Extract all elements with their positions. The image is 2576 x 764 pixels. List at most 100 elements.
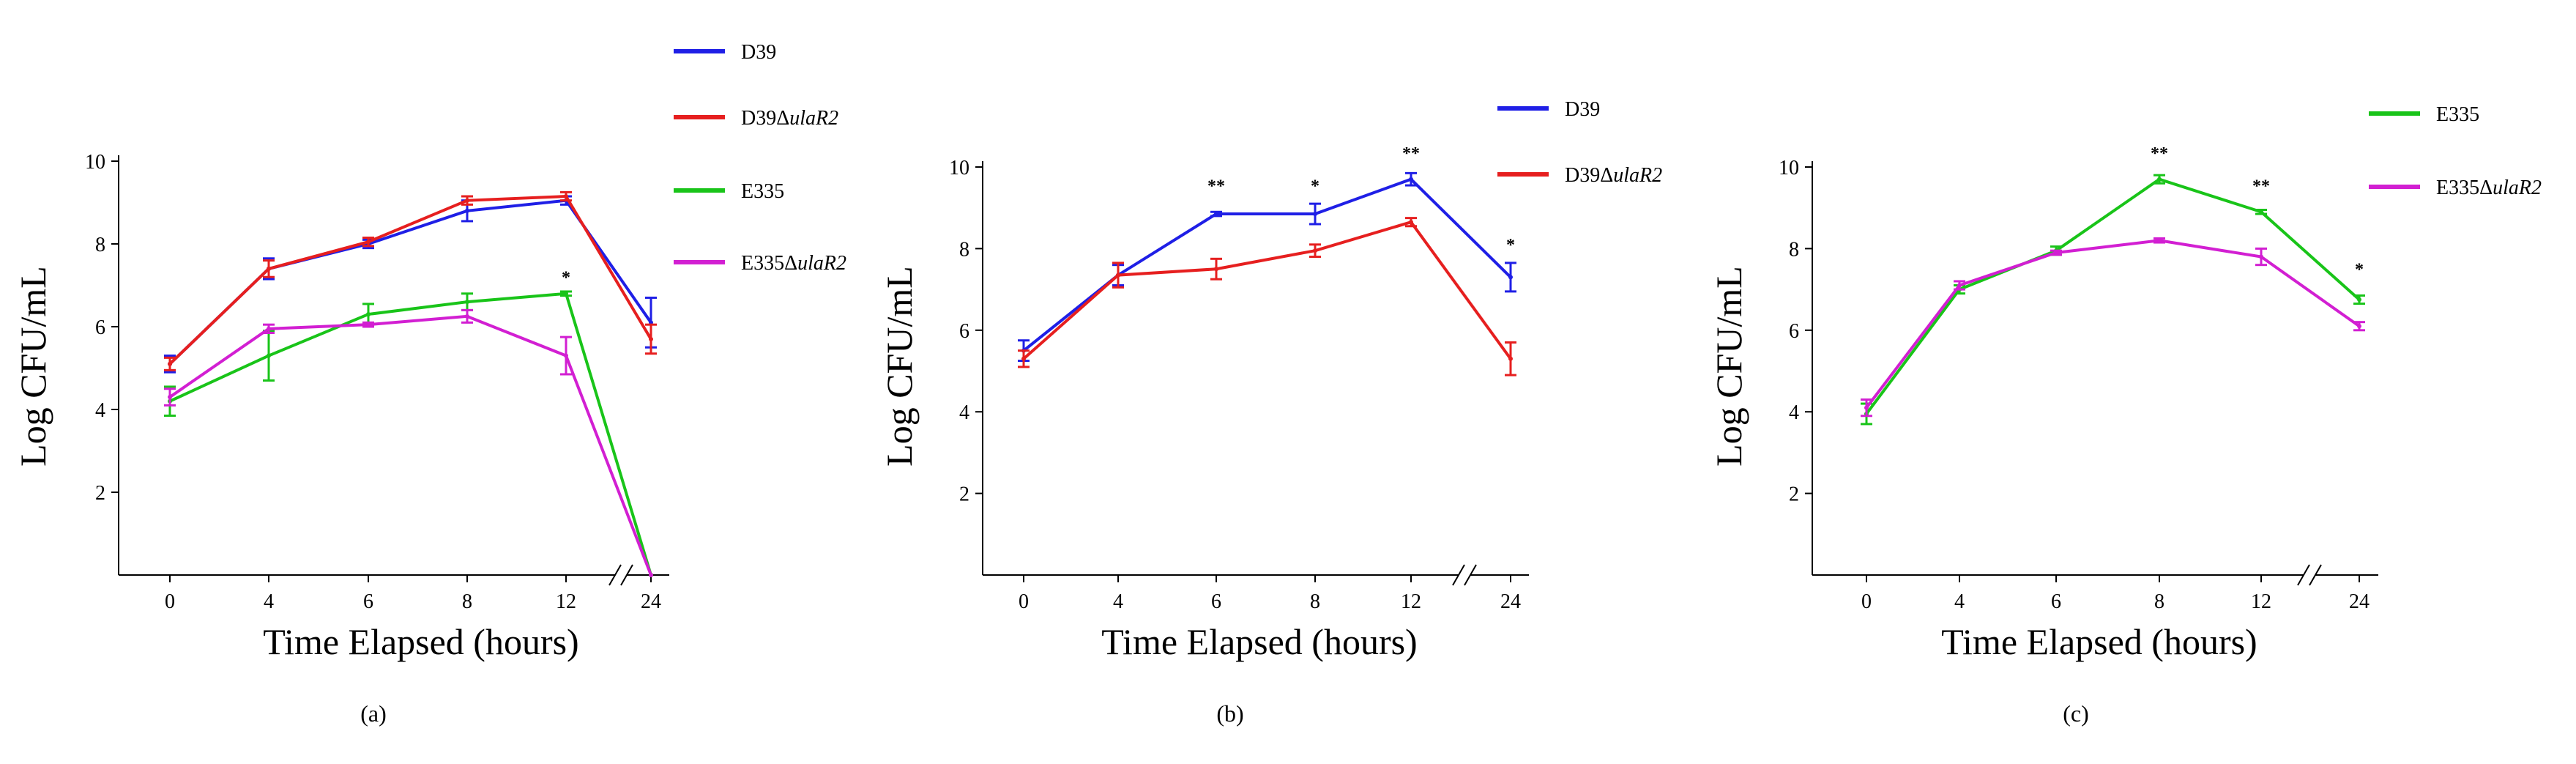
y-tick-label: 6 <box>1789 320 1799 343</box>
y-tick-label: 2 <box>95 482 105 505</box>
x-tick-label: 24 <box>2349 590 2370 613</box>
legend-entry: D39ΔulaR2 <box>1565 164 1662 187</box>
y-axis-label: Log CFU/mL <box>12 266 53 467</box>
data-point <box>2357 297 2361 303</box>
data-point <box>2157 177 2162 182</box>
y-tick-label: 4 <box>959 401 969 424</box>
significance-marker: * <box>562 269 570 288</box>
x-tick-label: 4 <box>1113 590 1123 613</box>
data-point <box>366 312 371 317</box>
significance-marker: * <box>1506 236 1515 255</box>
significance-marker: ** <box>1207 177 1225 196</box>
data-point <box>2357 324 2361 329</box>
x-tick-label: 6 <box>2051 590 2061 613</box>
data-point <box>2157 238 2162 243</box>
legend-entry: E335 <box>741 180 784 203</box>
x-tick-label: 0 <box>165 590 175 613</box>
significance-marker: * <box>2355 261 2364 280</box>
axis-break-mark <box>2309 564 2322 586</box>
data-point <box>366 322 371 327</box>
x-axis-label: Time Elapsed (hours) <box>1101 621 1417 662</box>
significance-marker: ** <box>1402 144 1420 163</box>
data-point <box>1409 177 1413 182</box>
data-point <box>2259 254 2263 259</box>
panel-label: (a) <box>360 700 387 727</box>
x-tick-label: 8 <box>2154 590 2164 613</box>
data-point <box>2054 250 2058 255</box>
data-point <box>1313 248 1317 253</box>
x-tick-label: 12 <box>1401 590 1421 613</box>
data-point <box>366 240 371 245</box>
y-tick-label: 4 <box>1789 401 1799 424</box>
data-point <box>649 573 653 577</box>
data-point <box>1214 267 1218 272</box>
axis-break-mark <box>2297 564 2310 586</box>
x-tick-label: 6 <box>363 590 373 613</box>
y-axis-label: Log CFU/mL <box>1708 266 1749 467</box>
series-d39-delta-ular2 <box>164 190 657 371</box>
y-tick-label: 8 <box>95 234 105 256</box>
x-tick-label: 6 <box>1211 590 1221 613</box>
x-tick-label: 12 <box>556 590 576 613</box>
data-point <box>168 361 172 366</box>
y-axis-label: Log CFU/mL <box>879 266 920 467</box>
series-line <box>1022 177 1512 352</box>
x-tick-label: 24 <box>641 590 661 613</box>
x-tick-label: 4 <box>1954 590 1965 613</box>
series-line <box>1022 220 1512 360</box>
data-point <box>1508 275 1513 280</box>
y-tick-label: 10 <box>85 151 105 174</box>
y-tick-label: 8 <box>959 238 969 261</box>
legend-entry: E335 <box>2436 103 2479 126</box>
legend-entry: E335ΔulaR2 <box>2436 177 2542 199</box>
panel-label: (c) <box>2063 700 2089 727</box>
significance-marker: * <box>1311 177 1319 196</box>
data-point <box>1508 356 1513 361</box>
legend-entry: E335ΔulaR2 <box>741 252 846 275</box>
x-axis-label: Time Elapsed (hours) <box>263 621 578 662</box>
data-point <box>1214 212 1218 217</box>
data-point <box>649 336 653 341</box>
data-point <box>564 291 568 296</box>
series-line <box>168 314 652 576</box>
x-tick-label: 8 <box>462 590 472 613</box>
y-tick-label: 10 <box>1779 157 1799 179</box>
data-point <box>168 395 172 400</box>
x-tick-label: 0 <box>1861 590 1872 613</box>
x-tick-label: 4 <box>264 590 274 613</box>
legend-entry: D39 <box>1565 98 1600 121</box>
x-tick-label: 12 <box>2251 590 2271 613</box>
data-point <box>465 208 469 213</box>
data-point <box>1957 283 1962 288</box>
data-point <box>1021 356 1026 361</box>
series-line <box>1865 177 2361 415</box>
data-point <box>267 266 271 271</box>
legend-entry: D39 <box>741 41 776 64</box>
data-point <box>267 353 271 358</box>
data-point <box>1313 212 1317 217</box>
series-e335-delta-ular2 <box>1861 237 2365 418</box>
x-tick-label: 0 <box>1019 590 1029 613</box>
data-point <box>564 194 568 199</box>
series-e335 <box>1861 174 2365 426</box>
data-point <box>1116 272 1120 278</box>
series-line <box>169 292 652 576</box>
y-tick-label: 2 <box>959 483 969 506</box>
y-tick-label: 2 <box>1789 483 1799 506</box>
series-e335 <box>164 290 653 577</box>
data-point <box>465 300 469 305</box>
axis-break-mark <box>608 564 622 586</box>
panel-label: (b) <box>1216 700 1243 727</box>
y-tick-label: 8 <box>1789 238 1799 261</box>
series-e335-delta-ular2 <box>164 308 653 577</box>
axis-break-mark <box>620 564 633 586</box>
data-point <box>465 314 469 319</box>
legend-entry: D39ΔulaR2 <box>741 107 838 130</box>
data-point <box>465 198 469 203</box>
data-point <box>564 353 568 358</box>
series-line <box>168 194 652 366</box>
